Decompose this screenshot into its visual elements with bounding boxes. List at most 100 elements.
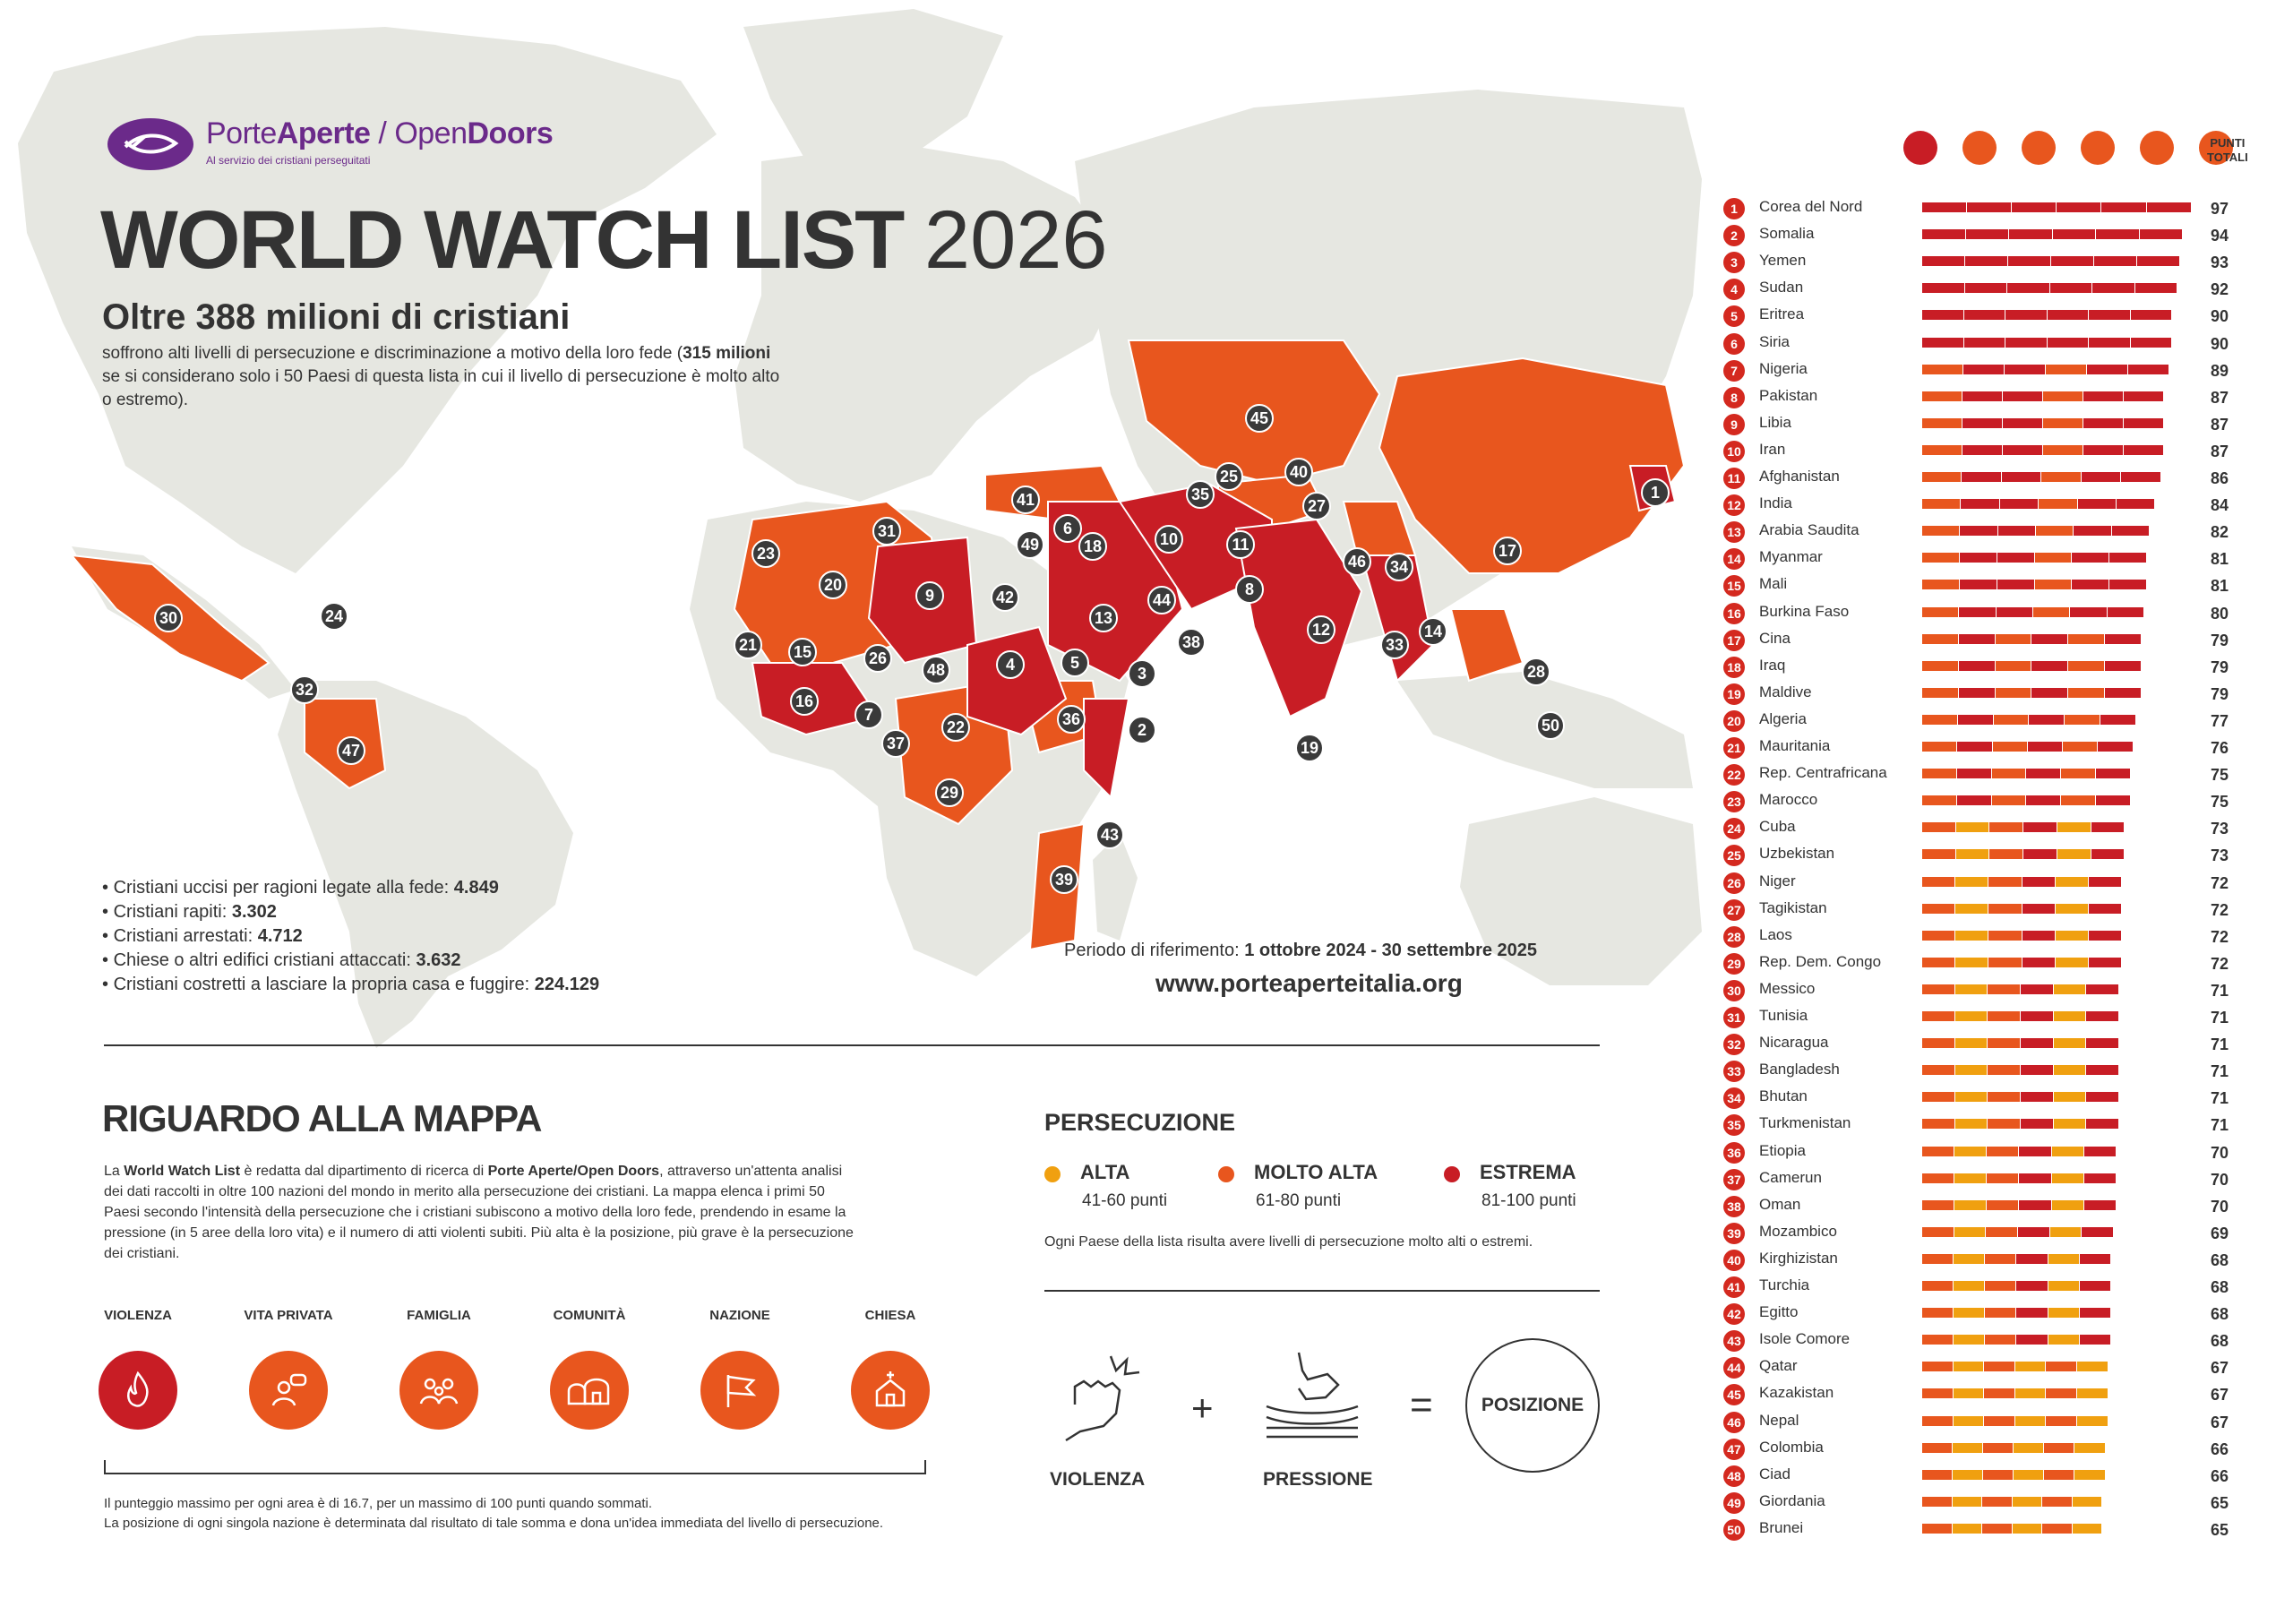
divider (104, 1044, 1600, 1046)
score-bar-segment (1922, 1388, 1954, 1399)
ranking-row: 14 Myanmar 81 (1723, 546, 2279, 572)
map-marker[interactable]: 44 (1147, 586, 1176, 614)
map-marker[interactable]: 41 (1011, 485, 1040, 514)
about-text: La World Watch List è redatta dal dipart… (104, 1161, 856, 1264)
total-score: 72 (2211, 873, 2229, 892)
about-text-1: La (104, 1164, 125, 1179)
score-bar (1922, 1496, 2103, 1507)
map-marker[interactable]: 38 (1177, 628, 1206, 657)
map-marker[interactable]: 17 (1493, 537, 1522, 565)
map-marker[interactable]: 40 (1284, 458, 1313, 486)
map-marker[interactable]: 43 (1095, 821, 1124, 849)
map-marker[interactable]: 16 (790, 687, 819, 716)
score-bar-segment (1988, 930, 2022, 941)
map-marker[interactable]: 24 (320, 602, 348, 631)
map-marker[interactable]: 42 (991, 583, 1019, 612)
map-marker[interactable]: 29 (935, 778, 964, 807)
score-bar-segment (2034, 580, 2073, 590)
map-marker-circle (872, 517, 901, 546)
score-bar-segment (1954, 1065, 1988, 1076)
map-marker[interactable]: 19 (1295, 734, 1324, 762)
map-marker[interactable]: 26 (863, 644, 892, 673)
map-marker[interactable]: 22 (941, 713, 970, 742)
map-marker[interactable]: 20 (819, 571, 847, 599)
score-bar-segment (1922, 1335, 1954, 1345)
score-bar-segment (2014, 1388, 2047, 1399)
ranking-row: 40 Kirghizistan 68 (1723, 1247, 2279, 1274)
map-marker[interactable]: 31 (872, 517, 901, 546)
map-marker[interactable]: 14 (1419, 617, 1447, 646)
country-name: Myanmar (1759, 548, 1823, 566)
total-score: 70 (2211, 1197, 2229, 1216)
score-bar-segment (1953, 1469, 1984, 1480)
map-marker[interactable]: 15 (788, 638, 817, 666)
map-marker[interactable]: 7 (855, 700, 883, 729)
map-marker-label: 24 (325, 607, 343, 625)
map-marker[interactable]: 34 (1385, 553, 1413, 581)
map-marker[interactable]: 2 (1128, 716, 1156, 744)
map-marker[interactable]: 11 (1226, 530, 1255, 559)
map-marker[interactable]: 45 (1245, 404, 1274, 433)
map-marker[interactable]: 10 (1155, 525, 1183, 554)
score-bar-segment (2021, 1065, 2054, 1076)
map-marker[interactable]: 33 (1380, 631, 1409, 659)
map-marker[interactable]: 3 (1128, 659, 1156, 688)
map-marker[interactable]: 35 (1186, 480, 1215, 509)
map-marker[interactable]: 46 (1343, 547, 1371, 576)
map-marker[interactable]: 13 (1089, 604, 1118, 632)
map-marker[interactable]: 30 (154, 604, 183, 632)
map-marker[interactable]: 25 (1215, 462, 1243, 491)
score-bar-segment (1995, 687, 2032, 698)
map-marker[interactable]: 18 (1078, 532, 1107, 561)
map-marker[interactable]: 23 (751, 539, 780, 568)
score-bar (1922, 1119, 2120, 1130)
country-name: Messico (1759, 979, 1816, 997)
map-marker[interactable]: 9 (915, 581, 944, 610)
score-bar-segment (1962, 444, 2003, 455)
score-bar-segment (2101, 202, 2147, 212)
subtitle-bold: 315 milioni (683, 344, 771, 363)
score-bar-segment (1987, 1199, 2020, 1210)
map-marker[interactable]: 4 (996, 650, 1025, 679)
map-marker[interactable]: 49 (1016, 530, 1044, 559)
score-bar (1922, 1226, 2114, 1237)
map-marker[interactable]: 6 (1053, 514, 1082, 543)
map-marker[interactable]: 1 (1641, 478, 1670, 507)
map-marker[interactable]: 28 (1522, 657, 1550, 686)
rank-badge: 35 (1723, 1114, 1745, 1137)
brand-name: PorteAperte / OpenDoors (206, 116, 554, 150)
score-bar-segment (2074, 1442, 2106, 1453)
score-bar (1922, 1038, 2120, 1049)
score-bar-segment (2130, 310, 2172, 321)
map-marker[interactable]: 48 (922, 656, 950, 684)
map-marker[interactable]: 21 (734, 631, 762, 659)
score-bar-segment (2068, 660, 2106, 671)
map-marker[interactable]: 12 (1307, 615, 1335, 644)
score-bar-segment (1922, 1038, 1955, 1049)
map-marker[interactable]: 47 (337, 736, 365, 765)
map-marker-label: 4 (1006, 656, 1015, 674)
map-marker-circle (1016, 530, 1044, 559)
ranking-row: 2 Somalia 94 (1723, 222, 2279, 249)
map-marker-circle (154, 604, 183, 632)
map-marker[interactable]: 32 (290, 675, 319, 704)
map-marker[interactable]: 37 (881, 729, 910, 758)
map-marker[interactable]: 50 (1536, 711, 1565, 740)
score-bar-segment (2127, 364, 2169, 374)
map-marker[interactable]: 36 (1057, 705, 1086, 734)
rank-badge: 17 (1723, 629, 1745, 651)
country-name: Cina (1759, 629, 1791, 647)
map-marker[interactable]: 27 (1302, 492, 1331, 520)
country-name: Rep. Dem. Congo (1759, 952, 1882, 970)
website-link[interactable]: www.porteaperteitalia.org (1155, 969, 1463, 997)
map-marker[interactable]: 39 (1050, 865, 1078, 894)
rank-badge: 10 (1723, 440, 1745, 462)
total-score: 76 (2211, 739, 2229, 757)
logo[interactable]: PorteAperte / OpenDoors Al servizio dei … (106, 116, 554, 172)
rank-badge: 48 (1723, 1465, 1745, 1487)
score-bar-segment (1962, 417, 2003, 428)
map-marker[interactable]: 8 (1235, 575, 1264, 604)
person-speech-icon (1962, 131, 1997, 165)
map-marker[interactable]: 5 (1061, 649, 1089, 677)
